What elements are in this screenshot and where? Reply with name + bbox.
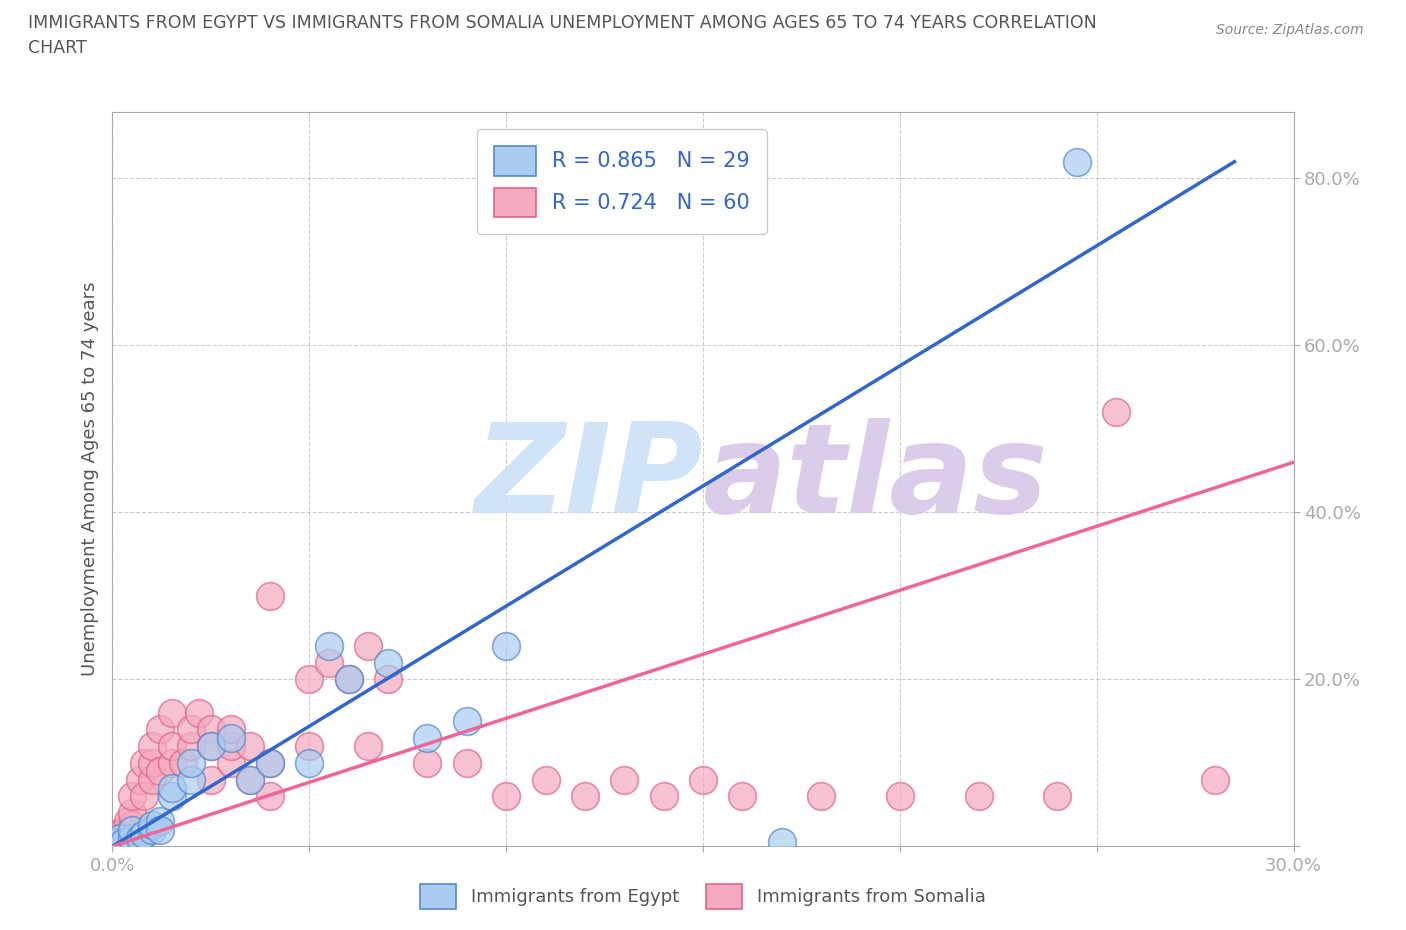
- Text: atlas: atlas: [703, 418, 1049, 539]
- Point: [200, 738, 222, 753]
- Point: [219, 722, 242, 737]
- Point: [298, 738, 321, 753]
- Point: [219, 755, 242, 770]
- Point: [101, 830, 124, 845]
- Point: [456, 755, 478, 770]
- Point: [188, 705, 211, 720]
- Point: [180, 772, 202, 787]
- Point: [1046, 789, 1069, 804]
- Point: [149, 822, 172, 837]
- Point: [160, 755, 183, 770]
- Point: [129, 772, 152, 787]
- Point: [318, 656, 340, 671]
- Point: [810, 789, 832, 804]
- Point: [121, 830, 143, 845]
- Point: [889, 789, 911, 804]
- Point: [121, 818, 143, 833]
- Point: [239, 772, 262, 787]
- Point: [219, 730, 242, 745]
- Point: [180, 755, 202, 770]
- Point: [770, 835, 793, 850]
- Point: [200, 772, 222, 787]
- Point: [357, 738, 380, 753]
- Point: [149, 814, 172, 829]
- Point: [132, 827, 155, 842]
- Point: [101, 835, 124, 850]
- Point: [101, 835, 124, 850]
- Point: [121, 822, 143, 837]
- Point: [141, 755, 163, 770]
- Point: [160, 789, 183, 804]
- Point: [200, 738, 222, 753]
- Point: [357, 639, 380, 654]
- Point: [129, 830, 152, 845]
- Point: [101, 839, 124, 854]
- Text: ZIP: ZIP: [474, 418, 703, 539]
- Point: [141, 772, 163, 787]
- Point: [259, 755, 281, 770]
- Point: [337, 671, 360, 686]
- Point: [112, 835, 135, 850]
- Point: [1066, 154, 1088, 169]
- Point: [298, 755, 321, 770]
- Point: [1204, 772, 1226, 787]
- Point: [180, 738, 202, 753]
- Point: [121, 789, 143, 804]
- Point: [967, 789, 990, 804]
- Point: [298, 671, 321, 686]
- Legend: R = 0.865   N = 29, R = 0.724   N = 60: R = 0.865 N = 29, R = 0.724 N = 60: [477, 129, 766, 234]
- Point: [160, 738, 183, 753]
- Point: [1105, 405, 1128, 419]
- Point: [318, 639, 340, 654]
- Point: [416, 755, 439, 770]
- Point: [495, 639, 517, 654]
- Point: [574, 789, 596, 804]
- Point: [121, 805, 143, 820]
- Point: [101, 827, 124, 842]
- Point: [239, 772, 262, 787]
- Point: [101, 839, 124, 854]
- Point: [117, 814, 139, 829]
- Point: [121, 830, 143, 845]
- Point: [652, 789, 675, 804]
- Point: [259, 789, 281, 804]
- Point: [692, 772, 714, 787]
- Point: [112, 822, 135, 837]
- Point: [219, 738, 242, 753]
- Text: IMMIGRANTS FROM EGYPT VS IMMIGRANTS FROM SOMALIA UNEMPLOYMENT AMONG AGES 65 TO 7: IMMIGRANTS FROM EGYPT VS IMMIGRANTS FROM…: [28, 14, 1097, 32]
- Point: [337, 671, 360, 686]
- Point: [259, 589, 281, 604]
- Point: [180, 722, 202, 737]
- Point: [141, 822, 163, 837]
- Point: [613, 772, 636, 787]
- Point: [731, 789, 754, 804]
- Point: [239, 738, 262, 753]
- Point: [141, 738, 163, 753]
- Point: [132, 755, 155, 770]
- Point: [141, 818, 163, 833]
- Text: CHART: CHART: [28, 39, 87, 57]
- Point: [416, 730, 439, 745]
- Point: [456, 713, 478, 728]
- Point: [259, 755, 281, 770]
- Point: [110, 830, 132, 845]
- Point: [112, 835, 135, 850]
- Y-axis label: Unemployment Among Ages 65 to 74 years: Unemployment Among Ages 65 to 74 years: [80, 282, 98, 676]
- Legend: Immigrants from Egypt, Immigrants from Somalia: Immigrants from Egypt, Immigrants from S…: [413, 876, 993, 916]
- Point: [132, 789, 155, 804]
- Point: [149, 764, 172, 778]
- Point: [172, 755, 194, 770]
- Point: [110, 830, 132, 845]
- Point: [149, 722, 172, 737]
- Point: [160, 780, 183, 795]
- Point: [495, 789, 517, 804]
- Point: [200, 722, 222, 737]
- Point: [534, 772, 557, 787]
- Text: Source: ZipAtlas.com: Source: ZipAtlas.com: [1216, 23, 1364, 37]
- Point: [160, 705, 183, 720]
- Point: [377, 671, 399, 686]
- Point: [377, 656, 399, 671]
